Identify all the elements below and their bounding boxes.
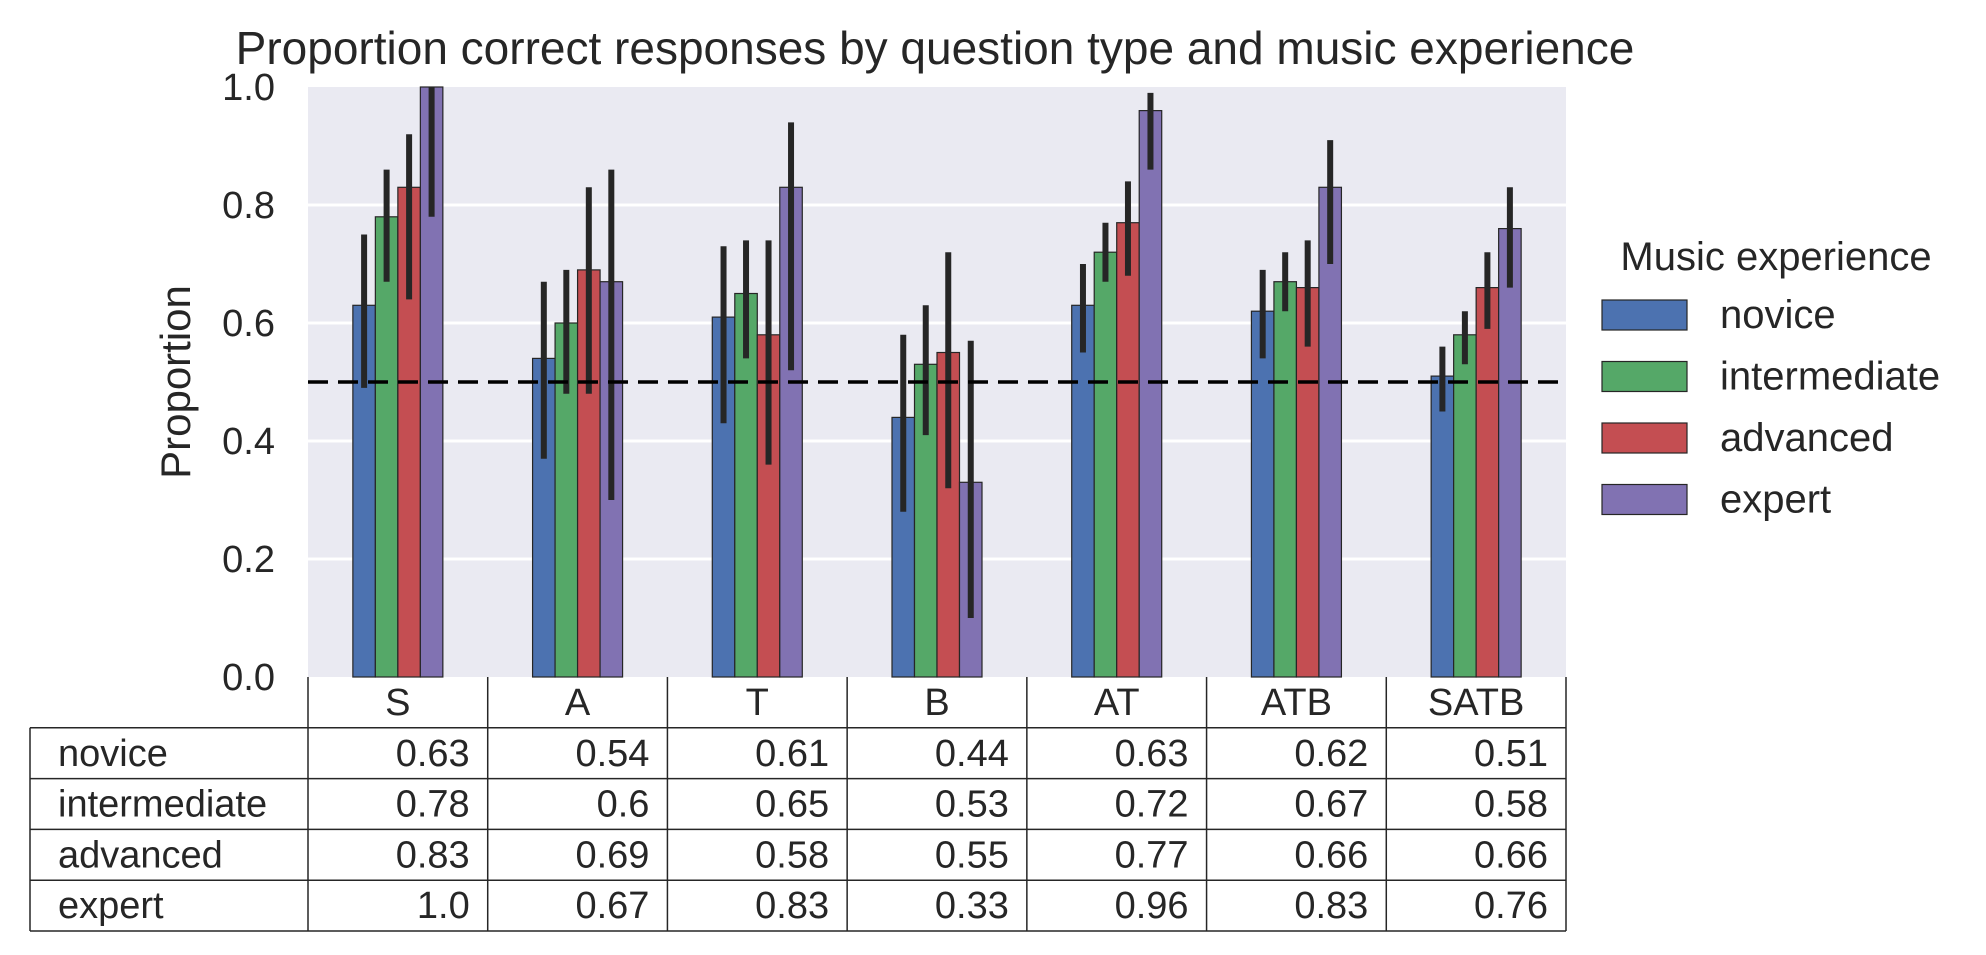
- y-tick-label: 1.0: [222, 67, 275, 109]
- table-cell: 0.61: [755, 733, 829, 775]
- legend-swatch: [1601, 360, 1688, 393]
- table-cell: 0.63: [1115, 733, 1189, 775]
- bar: [374, 216, 399, 678]
- x-tick-label: A: [565, 682, 591, 724]
- legend-label: expert: [1720, 478, 1831, 522]
- table-cell: 0.58: [1474, 784, 1548, 826]
- table-row-label: novice: [58, 733, 168, 775]
- table-row-label: intermediate: [58, 784, 267, 826]
- legend-swatch: [1601, 483, 1688, 516]
- chart-title: Proportion correct responses by question…: [236, 22, 1635, 74]
- bar: [1071, 304, 1095, 678]
- table-cell: 0.6: [597, 784, 650, 826]
- table-cell: 0.72: [1115, 784, 1189, 826]
- table-cell: 0.54: [575, 733, 649, 775]
- bar: [1250, 310, 1275, 678]
- bar: [1273, 281, 1298, 678]
- table-cell: 0.67: [575, 885, 649, 927]
- table-cell: 0.44: [935, 733, 1009, 775]
- legend-label: intermediate: [1720, 355, 1940, 399]
- y-tick-label: 0.4: [222, 421, 275, 463]
- legend: Music experience novice intermediate advan…: [1601, 235, 1940, 522]
- bar: [1453, 334, 1477, 678]
- table-row-label: advanced: [58, 834, 223, 876]
- table-cell: 1.0: [417, 885, 470, 927]
- table-cell: 0.69: [575, 834, 649, 876]
- table-cell: 0.65: [755, 784, 829, 826]
- bar: [1430, 375, 1455, 678]
- x-tick-label: AT: [1094, 682, 1140, 724]
- legend-swatch: [1601, 422, 1688, 454]
- table-cell: 0.77: [1115, 834, 1189, 876]
- table-cell: 0.96: [1115, 885, 1189, 927]
- legend-title: Music experience: [1620, 235, 1931, 279]
- bar: [1138, 109, 1163, 678]
- table-cell: 0.83: [1294, 885, 1368, 927]
- table-cell: 0.51: [1474, 733, 1548, 775]
- x-tick-label: T: [746, 682, 769, 724]
- bar: [1498, 228, 1522, 678]
- x-tick-label: ATB: [1261, 682, 1332, 724]
- table-cell: 0.83: [755, 885, 829, 927]
- y-tick-label: 0.2: [222, 539, 275, 581]
- table-cell: 0.63: [396, 733, 470, 775]
- table-cell: 0.55: [935, 834, 1009, 876]
- x-tick-label: SATB: [1428, 682, 1524, 724]
- bar: [1093, 251, 1118, 678]
- x-tick-label: S: [385, 682, 410, 724]
- y-axis-label: Proportion: [152, 285, 199, 479]
- bar: [1475, 287, 1500, 678]
- table-row-label: expert: [58, 885, 164, 927]
- table-cell: 0.66: [1474, 834, 1548, 876]
- table-cell: 0.66: [1294, 834, 1368, 876]
- y-tick-label: 0.0: [222, 657, 275, 699]
- y-tick-label: 0.8: [222, 185, 275, 227]
- table-cell: 0.67: [1294, 784, 1368, 826]
- legend-label: novice: [1720, 293, 1836, 337]
- y-tick-label: 0.6: [222, 303, 275, 345]
- table-cell: 0.53: [935, 784, 1009, 826]
- y-axis: 0.0 0.2 0.4 0.6 0.8 1.0: [222, 67, 275, 699]
- table-cell: 0.76: [1474, 885, 1548, 927]
- x-tick-label: B: [924, 682, 949, 724]
- table-cell: 0.62: [1294, 733, 1368, 775]
- bar: [1116, 222, 1140, 678]
- table-cell: 0.58: [755, 834, 829, 876]
- legend-label: advanced: [1720, 416, 1893, 460]
- error-bars: [361, 87, 1513, 618]
- table-cell: 0.78: [396, 784, 470, 826]
- legend-swatch: [1601, 299, 1688, 331]
- table-cell: 0.83: [396, 834, 470, 876]
- table-cell: 0.33: [935, 885, 1009, 927]
